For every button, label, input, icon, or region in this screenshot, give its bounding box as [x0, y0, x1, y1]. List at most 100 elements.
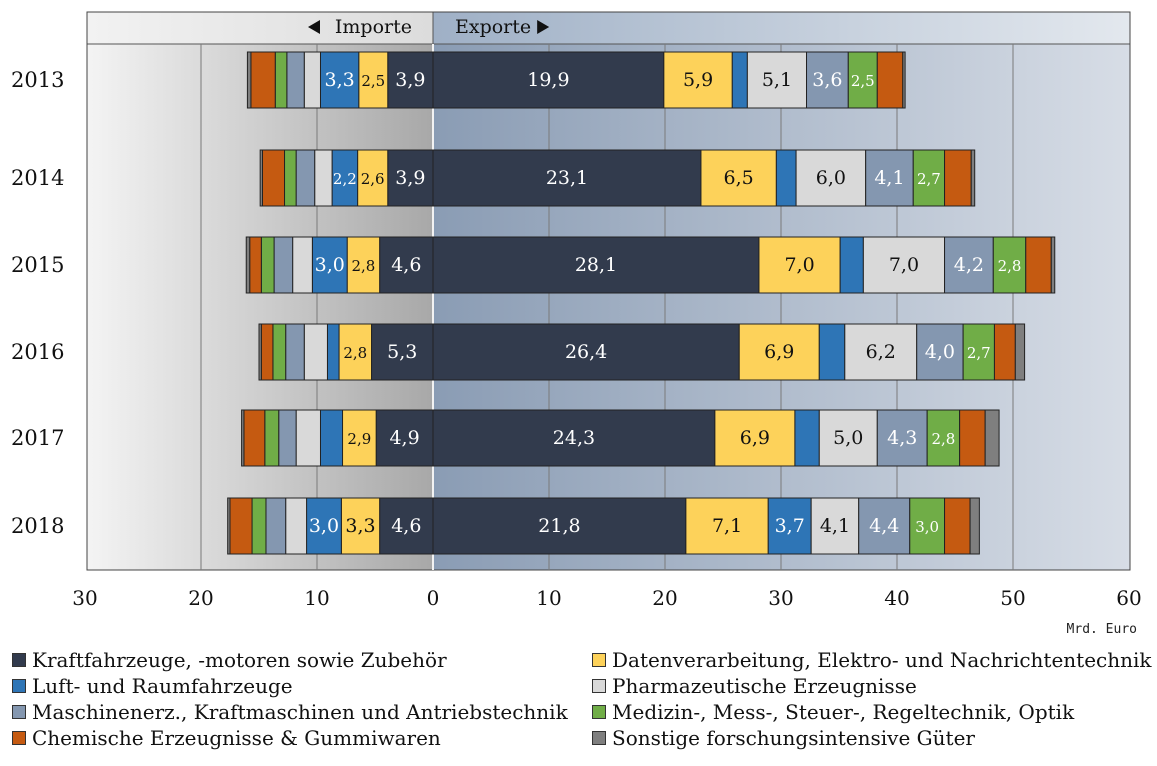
category-label-2018: 2018 — [11, 514, 64, 538]
bar-import-pharma-2016 — [303, 323, 328, 381]
x-tick-label: 20 — [188, 586, 213, 610]
data-label-export-kfz-2013: 19,9 — [527, 69, 569, 91]
data-label-export-masch-2017: 4,3 — [887, 427, 917, 449]
bar-import-sonst-2018 — [227, 497, 231, 555]
bar-row-2015: 4,6 28,1 2,8 7,0 3,0 7,0 4,2 2,8 — [245, 236, 1056, 294]
bar-import-luft-2015 — [311, 236, 348, 294]
bar-export-sonst-2017 — [984, 409, 1000, 467]
imports-header: Importe — [335, 16, 412, 38]
bar-export-med-2018 — [909, 497, 946, 555]
bar-import-kfz-2013 — [387, 51, 434, 109]
bar-import-masch-2016 — [285, 323, 305, 381]
legend-swatch-masch — [12, 705, 26, 719]
legend-swatch-kfz — [12, 653, 26, 667]
data-label-import-dv-2013: 2,5 — [361, 72, 385, 90]
legend-item-luft: Luft- und Raumfahrzeuge — [12, 674, 293, 698]
bar-export-chem-2017 — [959, 409, 986, 467]
legend-item-pharma: Pharmazeutische Erzeugnisse — [592, 674, 917, 698]
bar-import-masch-2017 — [278, 409, 297, 467]
bar-export-masch-2016 — [916, 323, 964, 381]
bar-import-luft-2018 — [306, 497, 342, 555]
bar-row-2017: 4,9 24,3 2,9 6,9 5,0 4,3 2,8 — [241, 409, 1000, 467]
x-tick-labels: 30 20 10 0 10 20 30 40 50 60 — [72, 586, 1141, 610]
data-label-export-luft-2018: 3,7 — [775, 515, 805, 537]
data-label-export-masch-2014: 4,1 — [874, 167, 904, 189]
bar-export-masch-2015 — [944, 236, 994, 294]
data-label-export-kfz-2016: 26,4 — [565, 341, 607, 363]
bar-export-dv-2016 — [738, 323, 820, 381]
data-label-import-kfz-2016: 5,3 — [387, 341, 417, 363]
legend-label-kfz: Kraftfahrzeuge, -motoren sowie Zubehör — [32, 648, 447, 672]
bar-export-dv-2013 — [663, 51, 733, 109]
x-tick-label: 20 — [652, 586, 677, 610]
plot-frame — [86, 11, 1131, 571]
bar-export-masch-2013 — [806, 51, 849, 109]
data-label-export-pharma-2013: 5,1 — [762, 69, 792, 91]
legend-label-sonst: Sonstige forschungsintensive Güter — [612, 726, 975, 750]
bar-export-kfz-2016 — [432, 323, 740, 381]
bar-export-med-2016 — [962, 323, 995, 381]
x-tick-label: 30 — [72, 586, 97, 610]
category-label-2015: 2015 — [11, 253, 64, 277]
legend-item-kfz: Kraftfahrzeuge, -motoren sowie Zubehör — [12, 648, 447, 672]
bar-import-med-2013 — [274, 51, 288, 109]
bar-export-med-2014 — [912, 149, 946, 207]
legend-item-chem: Chemische Erzeugnisse & Gummiwaren — [12, 726, 441, 750]
data-label-export-dv-2016: 6,9 — [764, 341, 794, 363]
data-label-import-luft-2014: 2,2 — [333, 170, 357, 188]
x-tick-label: 60 — [1116, 586, 1141, 610]
data-label-export-pharma-2017: 5,0 — [833, 427, 863, 449]
data-label-export-dv-2015: 7,0 — [784, 254, 814, 276]
bar-import-sonst-2017 — [241, 409, 245, 467]
data-label-import-dv-2014: 2,6 — [361, 170, 385, 188]
bar-export-pharma-2016 — [844, 323, 918, 381]
bar-import-chem-2017 — [243, 409, 266, 467]
bar-row-2016: 5,3 26,4 2,8 6,9 6,2 4,0 2,7 — [258, 323, 1026, 381]
bar-import-chem-2014 — [261, 149, 286, 207]
bar-export-luft-2017 — [794, 409, 820, 467]
data-label-export-kfz-2017: 24,3 — [553, 427, 595, 449]
bar-export-sonst-2018 — [969, 497, 980, 555]
bar-export-dv-2014 — [700, 149, 777, 207]
legend-label-med: Medizin-, Mess-, Steuer-, Regeltechnik, … — [612, 700, 1075, 724]
bar-import-sonst-2015 — [245, 236, 251, 294]
x-tick-label: 10 — [536, 586, 561, 610]
legend-item-masch: Maschinenerz., Kraftmaschinen und Antrie… — [12, 700, 568, 724]
bar-export-chem-2018 — [944, 497, 971, 555]
legend-item-dv: Datenverarbeitung, Elektro- und Nachrich… — [592, 648, 1152, 672]
bar-import-pharma-2014 — [314, 149, 333, 207]
arrow-right-icon — [537, 20, 550, 34]
legend-label-pharma: Pharmazeutische Erzeugnisse — [612, 674, 917, 698]
bar-import-masch-2015 — [273, 236, 294, 294]
bar-import-chem-2013 — [250, 51, 276, 109]
bar-export-luft-2015 — [839, 236, 864, 294]
bar-import-sonst-2016 — [258, 323, 262, 381]
data-label-import-dv-2015: 2,8 — [351, 257, 375, 275]
bar-import-masch-2013 — [286, 51, 305, 109]
legend-swatch-chem — [12, 731, 26, 745]
category-label-2013: 2013 — [11, 68, 64, 92]
imports-panel — [87, 44, 433, 570]
bar-import-chem-2018 — [229, 497, 253, 555]
data-label-import-luft-2018: 3,0 — [309, 515, 339, 537]
bar-import-pharma-2013 — [303, 51, 321, 109]
bar-import-masch-2018 — [265, 497, 287, 555]
arrow-left-icon — [308, 20, 320, 34]
data-label-import-luft-2015: 3,0 — [315, 254, 345, 276]
data-label-export-med-2015: 2,8 — [998, 257, 1022, 275]
data-label-export-masch-2015: 4,2 — [954, 254, 984, 276]
bar-row-2013: 3,9 19,9 2,5 5,9 3,3 5,1 3,6 2,5 — [246, 51, 906, 109]
data-label-import-kfz-2014: 3,9 — [395, 167, 425, 189]
x-tick-label: 50 — [1000, 586, 1025, 610]
legend-swatch-luft — [12, 679, 26, 693]
bar-import-chem-2016 — [260, 323, 274, 381]
x-tick-label: 40 — [884, 586, 909, 610]
bar-export-kfz-2018 — [432, 497, 687, 555]
bar-export-sonst-2014 — [970, 149, 976, 207]
direction-header: Importe Exporte — [308, 16, 550, 38]
bar-import-med-2015 — [260, 236, 275, 294]
data-label-export-dv-2018: 7,1 — [712, 515, 742, 537]
bar-import-med-2018 — [251, 497, 267, 555]
legend-item-med: Medizin-, Mess-, Steuer-, Regeltechnik, … — [592, 700, 1074, 724]
